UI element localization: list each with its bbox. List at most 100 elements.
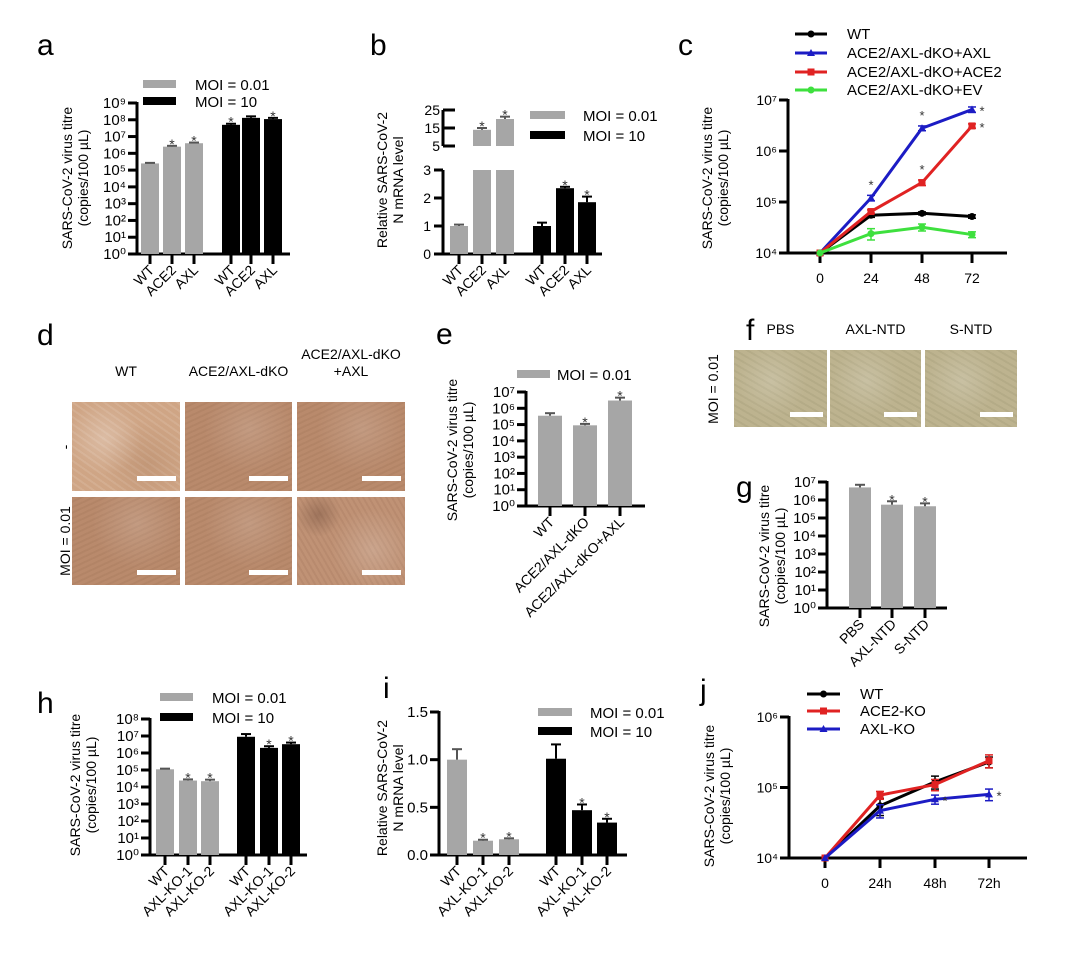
significance-star: * xyxy=(506,828,512,844)
micrograph-image xyxy=(72,497,180,585)
bar xyxy=(881,504,903,608)
bar xyxy=(578,202,596,254)
y-tick-label: 10⁸ xyxy=(116,711,139,728)
y-axis-title: SARS-CoV-2 virus titre(copies/100 µL) xyxy=(444,379,476,522)
panel-label: g xyxy=(736,471,753,504)
legend-label: MOI = 0.01 xyxy=(212,690,287,707)
bar xyxy=(538,415,562,506)
column-label: S-NTD xyxy=(950,321,993,338)
legend-label: ACE2/AXL-dKO+ACE2 xyxy=(847,64,1002,81)
y-tick-label: 0.5 xyxy=(407,799,428,816)
bar xyxy=(546,758,566,855)
significance-star: * xyxy=(207,770,213,786)
panel-label: j xyxy=(699,674,707,707)
y-axis-title: SARS-CoV-2 virus titre(copies/100 µL) xyxy=(701,725,733,868)
y-axis-title-line: (copies/100 µL) xyxy=(717,748,733,845)
micrograph-image xyxy=(297,402,405,491)
x-tick-label: AXL xyxy=(171,262,201,292)
y-tick-label: 10⁶ xyxy=(116,745,139,762)
bar xyxy=(163,146,181,254)
y-tick-label: 10¹ xyxy=(104,229,126,246)
micrograph-image xyxy=(297,497,405,585)
y-axis-title-line: SARS-CoV-2 virus titre xyxy=(67,714,83,857)
legend-swatch xyxy=(143,97,176,105)
legend-swatch xyxy=(530,111,565,119)
scale-bar xyxy=(980,412,1013,417)
y-axis-title-line: (copies/100 µL) xyxy=(83,737,99,834)
y-tick-label: 10⁵ xyxy=(103,162,126,179)
chart-g: SARS-CoV-2 virus titre(copies/100 µL) 10⁰… xyxy=(756,474,947,669)
panel-label: h xyxy=(37,687,54,720)
marker-circle xyxy=(968,212,976,220)
column-label-line: S-NTD xyxy=(949,321,993,337)
marker-circle xyxy=(816,249,824,257)
marker-triangle xyxy=(867,193,875,201)
y-axis-title-line: SARS-CoV-2 virus titre xyxy=(701,725,717,868)
column-label-line: AXL-NTD xyxy=(845,321,906,337)
y-tick-label: 10⁶ xyxy=(756,143,777,159)
y-axis-title-line: (copies/100 µL) xyxy=(75,130,91,227)
y-tick-label: 10⁵ xyxy=(757,780,778,796)
bar xyxy=(179,780,197,855)
significance-star: * xyxy=(479,118,485,134)
legend-label: MOI = 10 xyxy=(583,128,645,145)
legend-label: MOI = 0.01 xyxy=(583,108,658,125)
legend-label: MOI = 10 xyxy=(195,94,257,111)
significance-star: * xyxy=(480,830,486,846)
chart-j: SARS-CoV-2 virus titre(copies/100 µL) 10⁴… xyxy=(701,686,1027,891)
y-tick-label: 10² xyxy=(117,813,139,830)
y-tick-label: 10⁴ xyxy=(793,528,816,545)
legend-label: WT xyxy=(860,686,883,703)
y-tick-label: 1.0 xyxy=(407,752,428,769)
bar xyxy=(849,487,871,608)
legend-label: MOI = 0.01 xyxy=(557,367,632,384)
y-tick-label: 10² xyxy=(794,564,816,581)
significance-star: * xyxy=(579,794,585,810)
micrograph-image xyxy=(925,350,1017,427)
bar xyxy=(156,769,174,855)
bar xyxy=(141,163,159,254)
legend-swatch xyxy=(538,727,572,735)
y-tick-label: 10³ xyxy=(117,796,139,813)
significance-star: * xyxy=(270,108,276,124)
micrograph-image xyxy=(185,497,292,585)
chart-a: SARS-CoV-2 virus titre(copies/100 µL) 10⁰… xyxy=(59,77,290,299)
y-tick-label: 2 xyxy=(423,190,431,206)
significance-star: * xyxy=(979,104,984,119)
marker-triangle xyxy=(876,806,884,814)
marker-triangle xyxy=(931,795,939,803)
scale-bar xyxy=(249,476,288,481)
bar xyxy=(185,143,203,254)
scale-bar xyxy=(137,570,176,575)
significance-star: * xyxy=(169,136,175,152)
marker-triangle xyxy=(985,790,993,798)
legend-label: ACE2/AXL-dKO+EV xyxy=(847,82,982,99)
bar xyxy=(473,170,491,254)
panel-label: e xyxy=(436,318,453,351)
bar xyxy=(914,506,936,608)
marker-square xyxy=(931,781,939,789)
column-label-line: ACE2/AXL-dKO xyxy=(188,363,289,379)
legend-swatch xyxy=(538,708,572,716)
y-tick-label: 10¹ xyxy=(117,830,139,847)
y-tick-label: 5 xyxy=(432,138,440,154)
significance-star: * xyxy=(919,162,924,177)
chart-b: Relative SARS-CoV-2N mRNA level 0 1 2 35 15 25… xyxy=(374,102,658,299)
bar-upper xyxy=(473,129,491,146)
y-tick-label: 3 xyxy=(423,162,431,178)
marker-triangle xyxy=(918,124,926,132)
panel-label: d xyxy=(37,319,54,352)
bar xyxy=(222,124,240,254)
y-tick-label: 10⁷ xyxy=(794,474,816,491)
y-tick-label: 10⁶ xyxy=(757,709,778,725)
marker-circle xyxy=(918,209,926,217)
x-tick-label: AXL xyxy=(564,262,594,292)
marker-square xyxy=(807,68,815,76)
series-line xyxy=(823,760,990,860)
marker-circle xyxy=(807,30,815,38)
y-tick-label: 10³ xyxy=(104,196,126,213)
series-line xyxy=(819,225,973,255)
scale-bar xyxy=(362,476,401,481)
y-tick-label: 10³ xyxy=(794,546,816,563)
scale-bar xyxy=(884,412,917,417)
